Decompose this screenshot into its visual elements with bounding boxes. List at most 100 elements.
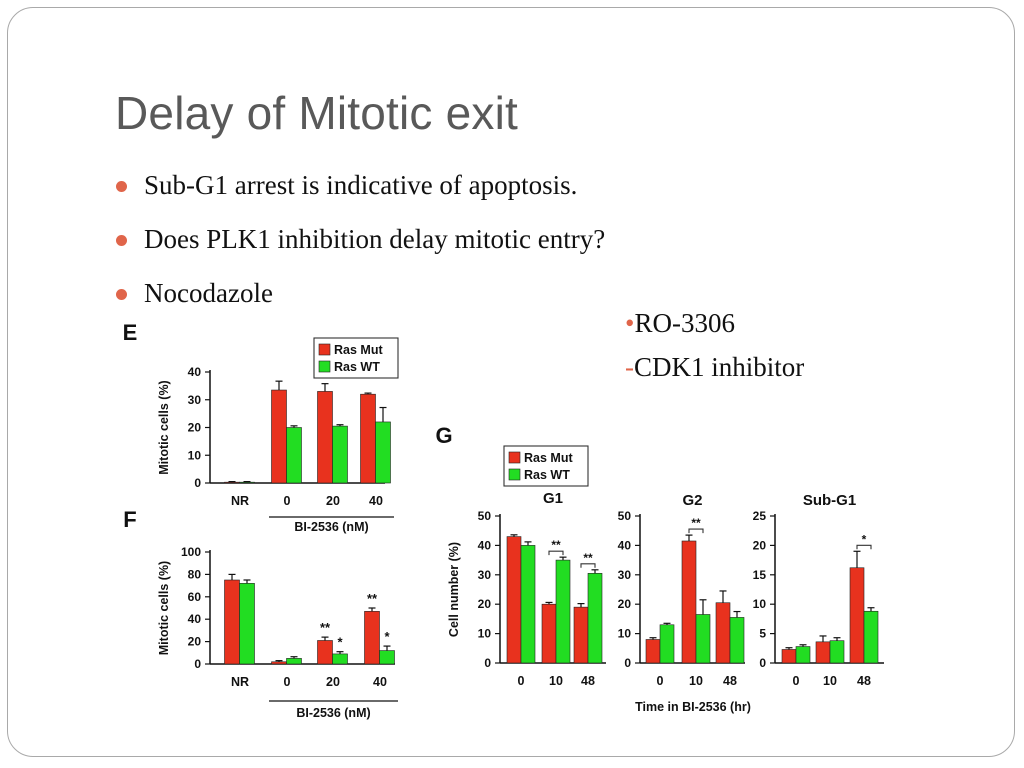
bar <box>224 579 240 665</box>
bullet-item: Does PLK1 inhibition delay mitotic entry… <box>116 224 605 278</box>
y-axis-label: Mitotic cells (%) <box>157 561 171 655</box>
chart-title: G2 <box>682 492 702 509</box>
significance-bracket <box>856 544 872 550</box>
x-tick-label: 0 <box>284 494 291 508</box>
y-tick-label: 20 <box>188 635 202 649</box>
side-note-line: -CDK1 inhibitor <box>625 345 804 389</box>
x-tick-label: 0 <box>518 674 525 688</box>
x-tick-label: 20 <box>326 494 340 508</box>
side-note-line: •RO-3306 <box>625 301 804 345</box>
y-tick-label: 20 <box>188 421 202 435</box>
bar <box>317 391 333 484</box>
y-tick-label: 10 <box>753 597 767 611</box>
y-tick-label: 30 <box>618 568 632 582</box>
x-axis-label: BI-2536 (nM) <box>294 520 368 534</box>
panel-label: E <box>123 320 138 345</box>
y-tick-label: 80 <box>188 567 202 581</box>
significance-mark: * <box>862 532 867 546</box>
significance-mark: ** <box>551 538 561 552</box>
x-tick-label: 48 <box>581 674 595 688</box>
bar <box>271 661 287 665</box>
side-note-bullet: • <box>625 308 635 338</box>
legend-swatch <box>318 360 331 373</box>
bullet-text: Does PLK1 inhibition delay mitotic entry… <box>144 224 606 254</box>
bar <box>681 540 697 664</box>
y-tick-label: 5 <box>759 627 766 641</box>
y-tick-label: 10 <box>478 627 492 641</box>
bar <box>271 389 287 484</box>
significance-bracket <box>688 528 704 534</box>
x-tick-label: 0 <box>657 674 664 688</box>
bar <box>541 603 557 664</box>
bullet-dot-icon <box>116 235 127 246</box>
y-tick-label: 0 <box>194 476 201 490</box>
y-tick-label: 40 <box>618 538 632 552</box>
y-tick-label: 40 <box>188 612 202 626</box>
bar <box>286 427 302 484</box>
bullet-dot-icon <box>116 289 127 300</box>
x-axis-label: BI-2536 (nM) <box>296 706 370 720</box>
bar <box>286 658 302 665</box>
y-tick-label: 50 <box>618 509 632 523</box>
x-tick-label: 10 <box>549 674 563 688</box>
y-tick-label: 50 <box>478 509 492 523</box>
y-tick-label: 20 <box>618 597 632 611</box>
legend-swatch <box>318 343 331 356</box>
significance-mark: ** <box>320 620 331 635</box>
bar <box>849 567 865 664</box>
panel-label: G <box>435 423 452 448</box>
significance-mark: ** <box>583 551 593 565</box>
bar <box>375 421 391 484</box>
bullet-text: Nocodazole <box>144 278 273 308</box>
y-tick-label: 10 <box>618 627 632 641</box>
x-tick-label: 10 <box>823 674 837 688</box>
side-note-dash: - <box>625 352 634 382</box>
bar <box>729 617 745 664</box>
x-tick-label: 48 <box>723 674 737 688</box>
bullet-item: Sub-G1 arrest is indicative of apoptosis… <box>116 170 605 224</box>
y-tick-label: 0 <box>624 656 631 670</box>
bar <box>332 653 348 665</box>
bar <box>332 425 348 484</box>
y-tick-label: 60 <box>188 590 202 604</box>
bar <box>239 583 255 665</box>
y-tick-label: 10 <box>188 448 202 462</box>
bar <box>360 393 376 484</box>
y-axis-label: Cell number (%) <box>447 542 461 637</box>
legend-label: Ras Mut <box>524 451 573 465</box>
legend-label: Ras WT <box>524 468 570 482</box>
significance-mark: * <box>384 629 390 644</box>
significance-bracket <box>548 550 564 556</box>
chart-title: Sub-G1 <box>803 492 856 509</box>
side-note: •RO-3306 -CDK1 inhibitor <box>625 301 804 389</box>
bar <box>520 545 536 664</box>
x-tick-label: 48 <box>857 674 871 688</box>
x-tick-label: NR <box>231 675 249 689</box>
bar <box>379 650 395 665</box>
x-tick-label: NR <box>231 494 249 508</box>
panel-label: F <box>123 507 136 532</box>
y-tick-label: 40 <box>188 365 202 379</box>
x-tick-label: 20 <box>326 675 340 689</box>
bar <box>224 481 240 484</box>
bar <box>364 611 380 665</box>
y-tick-label: 0 <box>194 657 201 671</box>
x-tick-label: 10 <box>689 674 703 688</box>
bar <box>781 649 797 664</box>
y-tick-label: 0 <box>484 656 491 670</box>
significance-mark: ** <box>691 516 701 530</box>
side-note-text: CDK1 inhibitor <box>634 352 805 382</box>
legend-swatch <box>508 468 521 481</box>
bar <box>715 602 731 664</box>
bar <box>659 624 675 664</box>
bar <box>645 639 661 664</box>
bullet-text: Sub-G1 arrest is indicative of apoptosis… <box>144 170 578 200</box>
y-tick-label: 30 <box>478 568 492 582</box>
bar <box>695 614 711 664</box>
y-tick-label: 40 <box>478 538 492 552</box>
bar <box>317 640 333 665</box>
y-tick-label: 25 <box>753 509 767 523</box>
x-tick-label: 40 <box>373 675 387 689</box>
y-tick-label: 0 <box>759 656 766 670</box>
